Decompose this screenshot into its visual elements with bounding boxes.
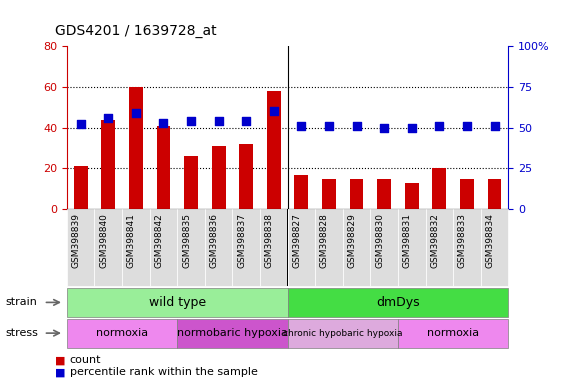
Text: GSM398836: GSM398836 bbox=[210, 213, 218, 268]
Text: GSM398835: GSM398835 bbox=[182, 213, 191, 268]
Text: GSM398838: GSM398838 bbox=[265, 213, 274, 268]
Text: GSM398830: GSM398830 bbox=[375, 213, 384, 268]
Text: GSM398842: GSM398842 bbox=[155, 213, 163, 268]
Text: ■: ■ bbox=[55, 367, 66, 377]
Point bbox=[352, 123, 361, 129]
Text: dmDys: dmDys bbox=[376, 296, 420, 309]
Point bbox=[379, 124, 389, 131]
Point bbox=[242, 118, 251, 124]
Text: GSM398837: GSM398837 bbox=[237, 213, 246, 268]
Text: GSM398833: GSM398833 bbox=[458, 213, 467, 268]
Point bbox=[269, 108, 278, 114]
Point bbox=[76, 121, 85, 127]
Point bbox=[435, 123, 444, 129]
Bar bbox=[267, 91, 281, 209]
Bar bbox=[460, 179, 474, 209]
Point bbox=[324, 123, 333, 129]
Bar bbox=[239, 144, 253, 209]
Bar bbox=[405, 183, 419, 209]
Text: GSM398840: GSM398840 bbox=[99, 213, 108, 268]
Bar bbox=[295, 175, 309, 209]
Bar bbox=[74, 166, 88, 209]
Text: GSM398841: GSM398841 bbox=[127, 213, 136, 268]
Point bbox=[103, 115, 113, 121]
Text: GSM398839: GSM398839 bbox=[71, 213, 81, 268]
Point bbox=[462, 123, 472, 129]
Point bbox=[131, 110, 141, 116]
Text: chronic hypobaric hypoxia: chronic hypobaric hypoxia bbox=[283, 329, 403, 338]
Text: ■: ■ bbox=[55, 355, 66, 365]
Bar bbox=[377, 179, 391, 209]
Point bbox=[214, 118, 223, 124]
Text: percentile rank within the sample: percentile rank within the sample bbox=[70, 367, 257, 377]
Bar bbox=[101, 119, 115, 209]
Text: strain: strain bbox=[6, 297, 38, 308]
Point bbox=[407, 124, 417, 131]
Point bbox=[187, 118, 196, 124]
Text: count: count bbox=[70, 355, 101, 365]
Text: stress: stress bbox=[6, 328, 39, 338]
Text: wild type: wild type bbox=[149, 296, 206, 309]
Point bbox=[159, 120, 168, 126]
Point bbox=[297, 123, 306, 129]
Text: normoxia: normoxia bbox=[427, 328, 479, 338]
Text: GSM398828: GSM398828 bbox=[320, 213, 329, 268]
Text: GSM398834: GSM398834 bbox=[486, 213, 494, 268]
Bar bbox=[184, 156, 198, 209]
Text: GSM398827: GSM398827 bbox=[292, 213, 302, 268]
Bar bbox=[129, 87, 143, 209]
Text: GSM398831: GSM398831 bbox=[403, 213, 412, 268]
Point bbox=[490, 123, 499, 129]
Bar bbox=[487, 179, 501, 209]
Text: GSM398832: GSM398832 bbox=[431, 213, 439, 268]
Bar bbox=[211, 146, 225, 209]
Bar bbox=[156, 126, 170, 209]
Text: GDS4201 / 1639728_at: GDS4201 / 1639728_at bbox=[55, 25, 217, 38]
Text: normoxia: normoxia bbox=[96, 328, 148, 338]
Bar bbox=[350, 179, 364, 209]
Text: normobaric hypoxia: normobaric hypoxia bbox=[177, 328, 288, 338]
Text: GSM398829: GSM398829 bbox=[347, 213, 357, 268]
Bar bbox=[432, 169, 446, 209]
Bar bbox=[322, 179, 336, 209]
